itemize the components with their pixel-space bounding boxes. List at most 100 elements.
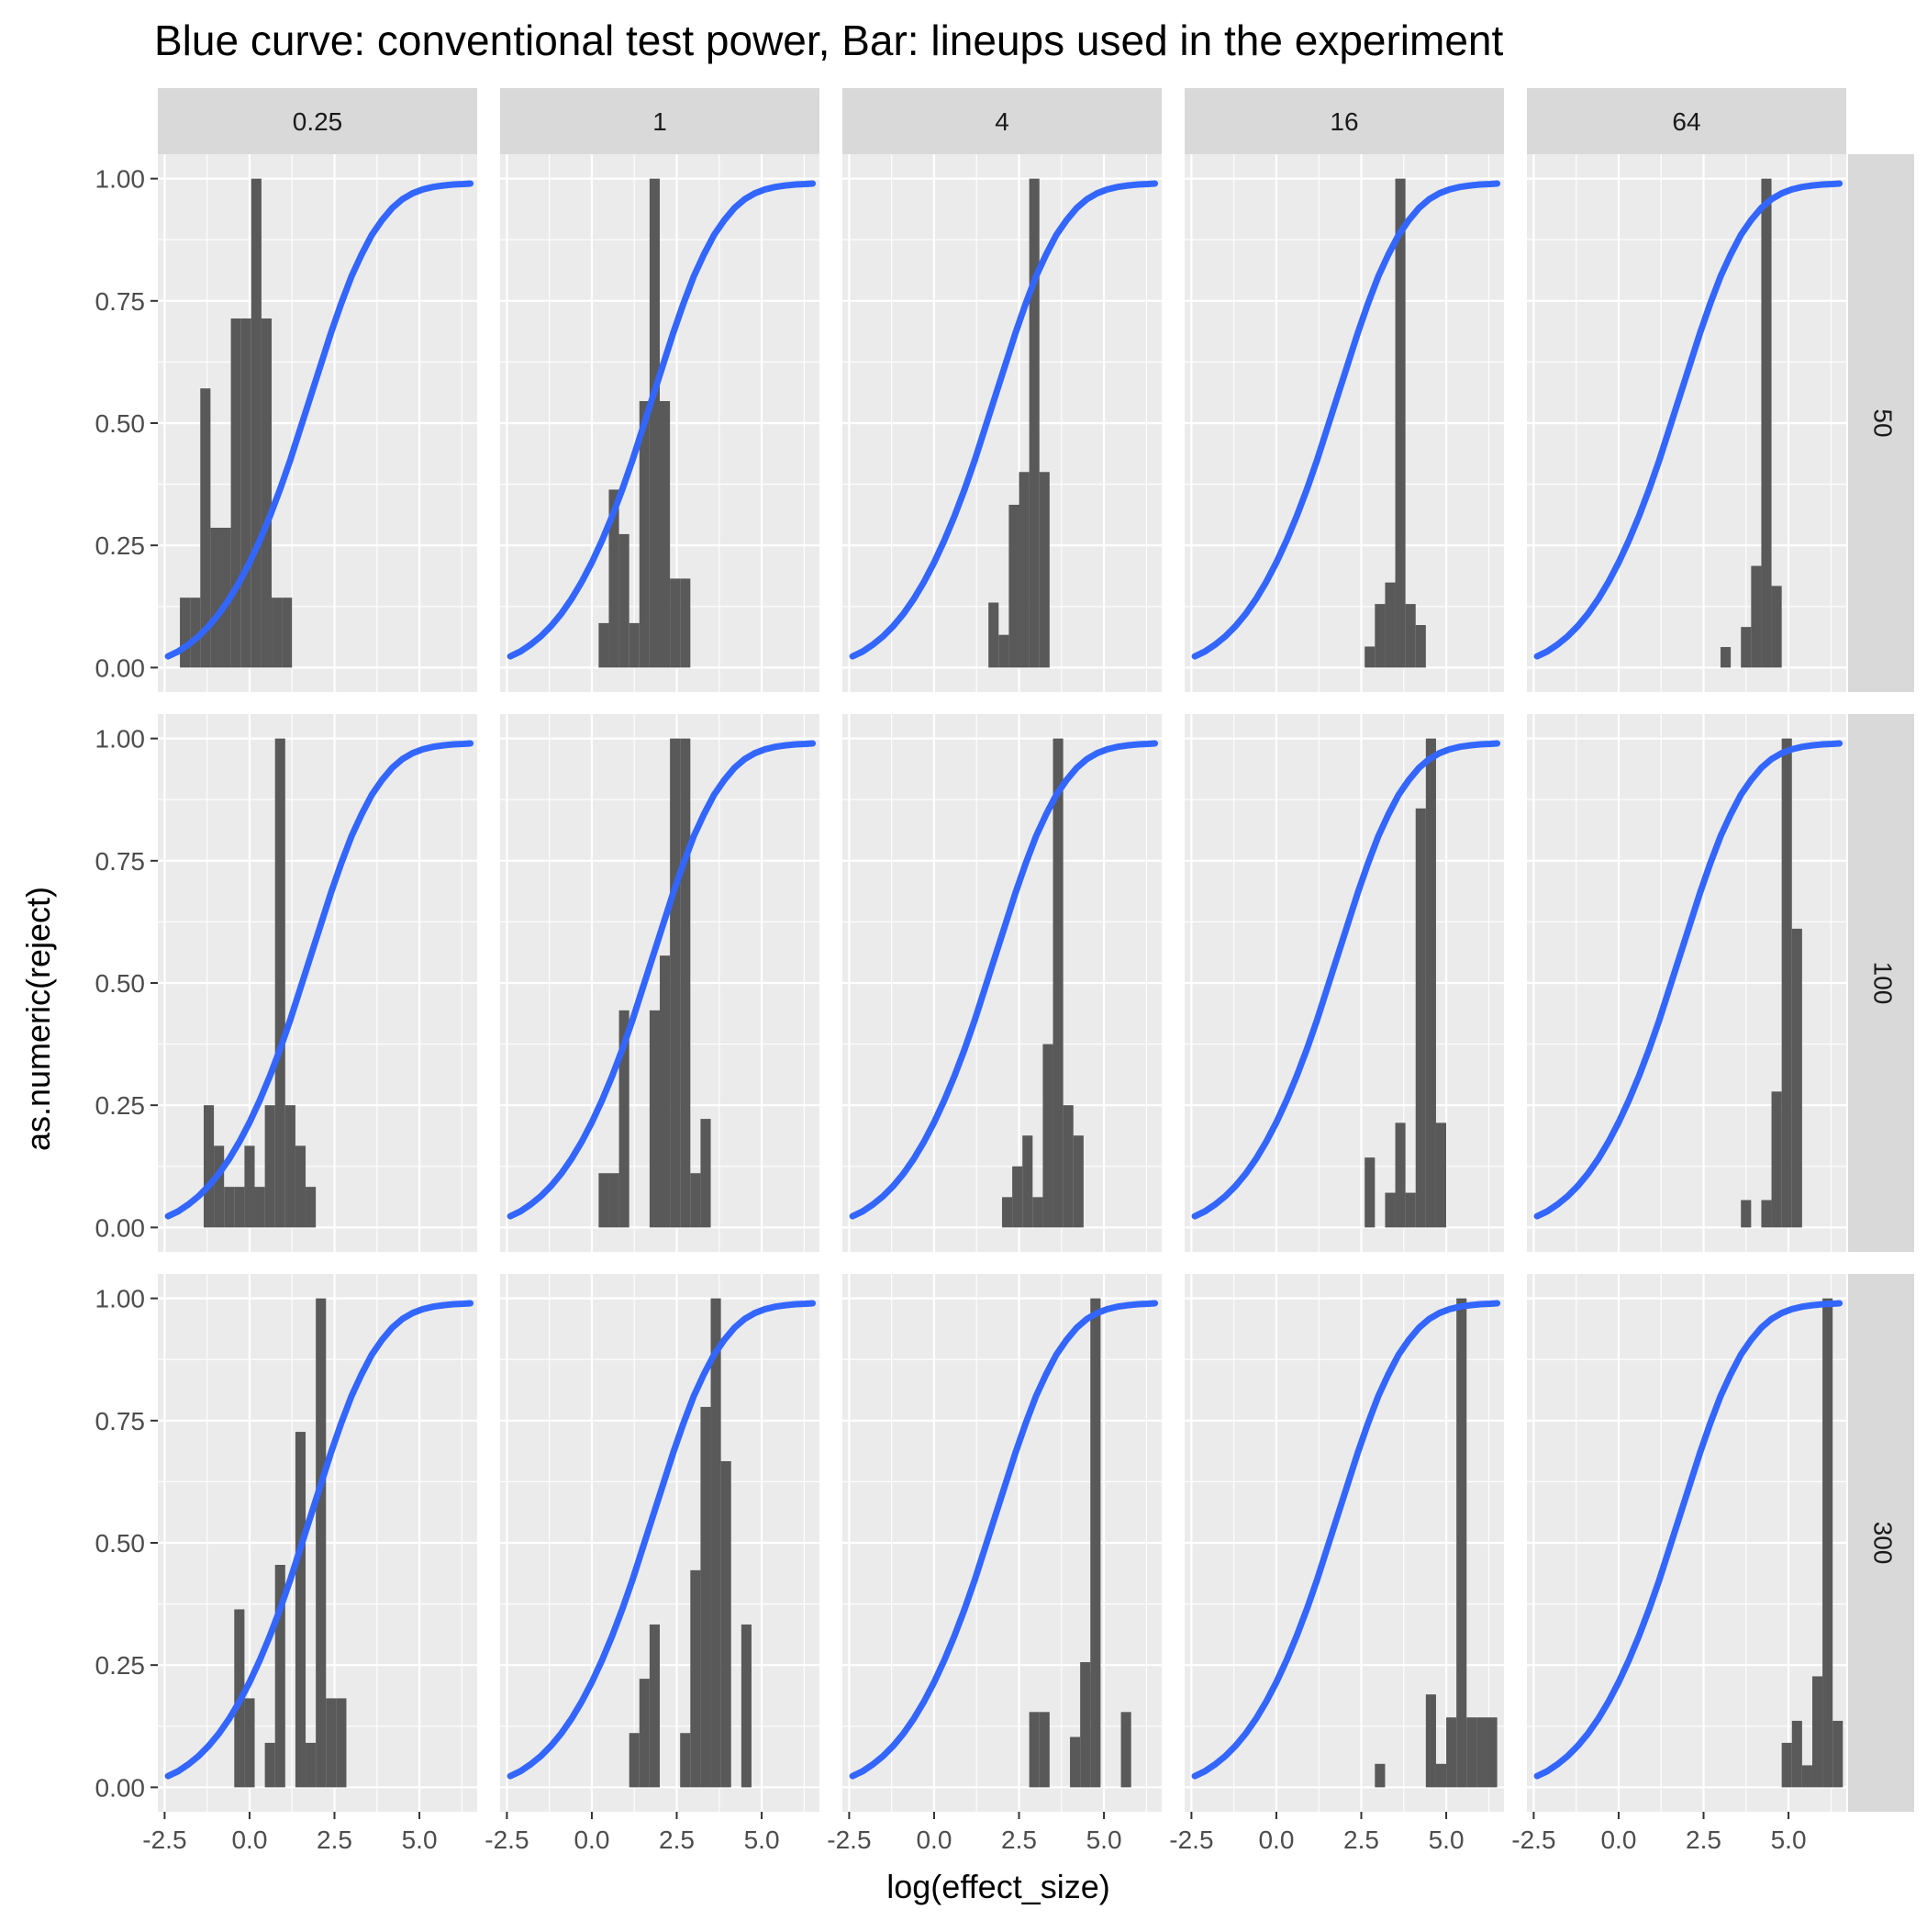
histogram-bar bbox=[1721, 646, 1732, 668]
x-axis-title: log(effect_size) bbox=[886, 1868, 1109, 1905]
histogram-bar bbox=[1032, 1197, 1043, 1228]
power-curve-50-0.25 bbox=[164, 180, 474, 660]
histogram-bar bbox=[316, 1298, 327, 1788]
histogram-bar bbox=[1073, 1135, 1084, 1228]
x-tick-label: 0.0 bbox=[916, 1826, 952, 1854]
histogram-bar bbox=[1741, 627, 1752, 668]
histogram-bar bbox=[1029, 1712, 1040, 1788]
panel-50-16 bbox=[1185, 154, 1504, 692]
row-strip-label-1: 100 bbox=[1869, 962, 1898, 1005]
col-strip-3 bbox=[1185, 88, 1504, 154]
histogram-bar bbox=[251, 178, 262, 668]
histogram-bar bbox=[1120, 1712, 1131, 1788]
x-tick-label: -2.5 bbox=[485, 1826, 529, 1854]
histogram-bar bbox=[1090, 1298, 1101, 1788]
power-curve-50-1 bbox=[507, 180, 817, 660]
y-tick-label: 0.25 bbox=[95, 1651, 146, 1680]
col-strip-0 bbox=[158, 88, 477, 154]
col-strip-4 bbox=[1527, 88, 1846, 154]
histogram-bar bbox=[1385, 582, 1396, 668]
row-strip-label-2: 300 bbox=[1869, 1522, 1898, 1565]
histogram-bar bbox=[244, 1698, 255, 1788]
histogram-bar bbox=[1456, 1298, 1467, 1788]
bars-100-4 bbox=[1002, 738, 1084, 1228]
y-tick-label: 1.00 bbox=[95, 165, 146, 194]
power-curve-300-16 bbox=[1191, 1300, 1501, 1780]
bars-50-4 bbox=[988, 178, 1050, 668]
histogram-bar bbox=[741, 1624, 752, 1788]
bars-50-64 bbox=[1721, 178, 1782, 668]
histogram-bar bbox=[618, 533, 629, 668]
y-tick-label: 0.25 bbox=[95, 1091, 146, 1120]
histogram-bar bbox=[1771, 1091, 1782, 1228]
histogram-bar bbox=[639, 1679, 650, 1788]
histogram-bar bbox=[254, 1187, 265, 1228]
panels-layer: 0.25 1 4 16 64501003000.000.250.500.751.000.… bbox=[95, 88, 1914, 1854]
histogram-bar bbox=[1395, 1122, 1406, 1228]
histogram-bar bbox=[670, 578, 681, 668]
histogram-bar bbox=[210, 528, 221, 668]
histogram-bar bbox=[306, 1742, 317, 1788]
histogram-bar bbox=[264, 1742, 275, 1788]
histogram-bar bbox=[618, 1010, 629, 1228]
power-curve-50-16 bbox=[1191, 180, 1501, 660]
power-curve-100-64 bbox=[1533, 740, 1843, 1220]
histogram-bar bbox=[680, 738, 691, 1228]
histogram-bar bbox=[1039, 472, 1050, 668]
bars-100-16 bbox=[1364, 738, 1447, 1228]
col-strip-label-1: 1 bbox=[652, 107, 667, 136]
histogram-bar bbox=[1080, 1661, 1091, 1788]
histogram-bar bbox=[1761, 178, 1772, 668]
y-tick-label: 0.75 bbox=[95, 287, 146, 316]
x-tick-label: 0.0 bbox=[1600, 1826, 1636, 1854]
y-tick-label: 0.25 bbox=[95, 531, 146, 560]
histogram-bar bbox=[629, 622, 640, 668]
histogram-bar bbox=[244, 1145, 255, 1228]
y-tick-label: 0.75 bbox=[95, 847, 146, 876]
histogram-bar bbox=[1435, 1122, 1447, 1228]
histogram-bar bbox=[264, 1105, 275, 1228]
histogram-bar bbox=[1791, 1720, 1802, 1788]
bars-100-0.25 bbox=[203, 738, 317, 1228]
histogram-bar bbox=[224, 1187, 235, 1228]
histogram-bar bbox=[240, 318, 251, 668]
bars-50-16 bbox=[1364, 178, 1426, 668]
histogram-bar bbox=[1008, 504, 1019, 668]
histogram-bar bbox=[1364, 1157, 1376, 1228]
histogram-bar bbox=[1364, 646, 1376, 668]
panel-300-4: -2.5 0.0 2.5 5.0 bbox=[827, 1274, 1162, 1854]
histogram-bar bbox=[1741, 1200, 1752, 1228]
x-tick-label: 5.0 bbox=[402, 1826, 438, 1854]
bars-50-1 bbox=[598, 178, 691, 668]
histogram-bar bbox=[1781, 1742, 1792, 1788]
histogram-bar bbox=[598, 1173, 609, 1228]
histogram-bar bbox=[598, 622, 609, 668]
histogram-bar bbox=[284, 1105, 295, 1228]
col-strip-2 bbox=[842, 88, 1162, 154]
bars-100-64 bbox=[1741, 738, 1802, 1228]
bars-300-4 bbox=[1029, 1298, 1131, 1788]
histogram-bar bbox=[660, 955, 671, 1228]
power-curve-100-4 bbox=[849, 740, 1159, 1220]
histogram-bar bbox=[295, 1145, 306, 1228]
histogram-bar bbox=[1385, 1192, 1396, 1228]
x-tick-label: 2.5 bbox=[1686, 1826, 1721, 1854]
histogram-bar bbox=[1466, 1717, 1477, 1788]
x-tick-label: -2.5 bbox=[142, 1826, 186, 1854]
x-tick-label: 0.0 bbox=[1258, 1826, 1294, 1854]
panel-300-0.25: 0.00 0.25 0.50 0.75 1.00 -2.5 0.0 2.5 5.0 bbox=[95, 1274, 477, 1854]
y-tick-label: 0.50 bbox=[95, 969, 146, 998]
histogram-bar bbox=[660, 401, 671, 668]
y-tick-label: 0.00 bbox=[95, 653, 146, 682]
x-tick-label: 0.0 bbox=[231, 1826, 267, 1854]
x-tick-label: 5.0 bbox=[1771, 1826, 1807, 1854]
col-strip-1 bbox=[500, 88, 819, 154]
histogram-bar bbox=[1811, 1676, 1823, 1788]
histogram-bar bbox=[1405, 604, 1416, 668]
col-strip-label-3: 16 bbox=[1330, 107, 1358, 136]
chart-title: Blue curve: conventional test power, Bar… bbox=[154, 17, 1504, 64]
bars-300-1 bbox=[629, 1298, 752, 1788]
row-strip-label-0: 50 bbox=[1869, 408, 1898, 437]
